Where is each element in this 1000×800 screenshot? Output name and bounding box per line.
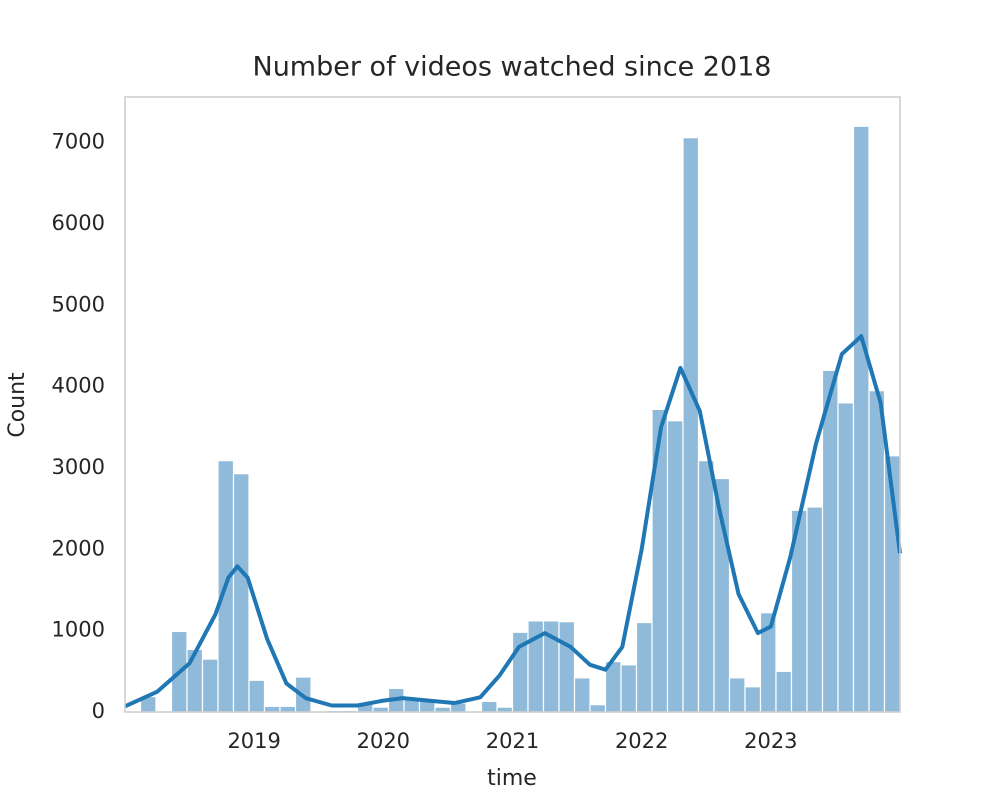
bar — [186, 648, 204, 713]
y-tick-label: 1000 — [52, 618, 105, 642]
bar — [744, 686, 762, 713]
bar — [263, 705, 281, 713]
bar — [682, 137, 700, 713]
bar — [558, 621, 576, 713]
y-tick-label: 6000 — [52, 211, 105, 235]
x-axis-label: time — [487, 766, 537, 791]
bar — [868, 390, 886, 713]
bar — [620, 664, 638, 713]
x-tick-label: 2021 — [486, 729, 539, 753]
bar — [201, 658, 219, 713]
bar — [279, 705, 297, 713]
kde-line — [124, 334, 902, 709]
y-tick-label: 3000 — [52, 455, 105, 479]
bar — [248, 679, 266, 713]
bar — [573, 677, 591, 713]
y-tick-label: 0 — [92, 699, 105, 723]
x-tick-label: 2019 — [227, 729, 280, 753]
y-axis-label: Count — [5, 372, 30, 438]
bar — [806, 506, 824, 713]
y-tick-label: 4000 — [52, 374, 105, 398]
bar — [666, 420, 684, 713]
plot-area — [124, 125, 902, 713]
bar — [852, 125, 870, 713]
bar — [837, 402, 855, 713]
chart-title: Number of videos watched since 2018 — [253, 52, 772, 83]
x-tick-label: 2023 — [744, 729, 797, 753]
x-tick-label: 2020 — [357, 729, 410, 753]
bar — [589, 704, 607, 713]
x-tick-label: 2022 — [615, 729, 668, 753]
bar — [728, 677, 746, 713]
bar — [480, 700, 498, 713]
bar — [775, 670, 793, 713]
bar — [635, 621, 653, 713]
bar — [697, 460, 715, 713]
bar — [232, 473, 250, 713]
y-tick-label: 7000 — [52, 130, 105, 154]
y-tick-label: 5000 — [52, 292, 105, 316]
axes-frame — [124, 96, 901, 713]
y-tick-label: 2000 — [52, 536, 105, 560]
bar — [651, 408, 669, 713]
bar — [821, 369, 839, 713]
